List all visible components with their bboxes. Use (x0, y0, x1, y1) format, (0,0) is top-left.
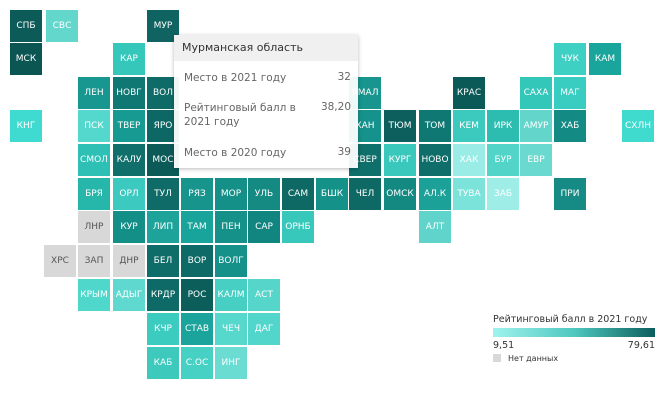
region-tile[interactable]: ЧУК (554, 43, 586, 75)
region-tile[interactable]: БУР (487, 144, 519, 176)
region-tile[interactable]: КЧР (147, 313, 179, 345)
region-tile[interactable]: ДНР (113, 245, 145, 277)
legend: Рейтинговый балл в 2021 году 9,51 79,61 … (493, 314, 655, 374)
region-tile[interactable]: ТОМ (419, 110, 451, 142)
region-tile[interactable]: ТАМ (181, 211, 213, 243)
region-tile[interactable]: АЛ.К (419, 178, 451, 210)
region-tile[interactable]: НОВО (419, 144, 451, 176)
region-tile[interactable]: ХРС (44, 245, 76, 277)
region-tile[interactable]: МАГ (554, 77, 586, 109)
region-tile[interactable]: ЛИП (147, 211, 179, 243)
tooltip-row-value: 39 (337, 146, 351, 158)
region-tile[interactable]: СТАВ (181, 313, 213, 345)
legend-gradient-bar (493, 328, 655, 337)
region-tile[interactable]: С.ОС (181, 347, 213, 379)
tooltip-row-label: Рейтинговый балл в 2021 году (184, 102, 296, 128)
legend-min-value: 9,51 (493, 340, 515, 351)
region-tile[interactable]: БЕЛ (147, 245, 179, 277)
region-tile[interactable]: ЯРО (147, 110, 179, 142)
region-tile[interactable]: УЛЬ (248, 178, 280, 210)
region-tile[interactable]: АЛТ (419, 211, 451, 243)
tooltip-row-place-2020: Место в 2020 году 39 (184, 146, 351, 162)
region-tile[interactable]: КАБ (147, 347, 179, 379)
tooltip-row-label: Место в 2020 году (184, 147, 287, 159)
region-tile[interactable]: ЧЕЧ (215, 313, 247, 345)
region-tile[interactable]: ХАК (453, 144, 485, 176)
region-tile[interactable]: КРЫМ (78, 279, 110, 311)
legend-title: Рейтинговый балл в 2021 году (493, 314, 648, 325)
region-tile[interactable]: АСТ (248, 279, 280, 311)
region-tile[interactable]: МУР (147, 10, 179, 42)
region-tile[interactable]: РЯЗ (181, 178, 213, 210)
region-tile[interactable]: ОРНБ (282, 211, 314, 243)
region-tile[interactable]: СМОЛ (78, 144, 110, 176)
region-tile[interactable]: ТУВА (453, 178, 485, 210)
region-tooltip: Мурманская область Место в 2021 году 32 … (174, 35, 358, 168)
region-tile[interactable]: РОС (181, 279, 213, 311)
region-tile[interactable]: СХЛН (622, 110, 654, 142)
region-tile[interactable]: БРЯ (78, 178, 110, 210)
region-tile[interactable]: ПРИ (554, 178, 586, 210)
region-tile[interactable]: ОМСК (384, 178, 416, 210)
legend-nodata-label: Нет данных (508, 354, 559, 363)
region-tile[interactable]: ПСК (78, 110, 110, 142)
region-tile[interactable]: БШК (316, 178, 348, 210)
region-tile[interactable]: ЛНР (78, 211, 110, 243)
region-tile[interactable]: ЗАБ (487, 178, 519, 210)
region-tile[interactable]: ИРК (487, 110, 519, 142)
region-tile[interactable]: КАМ (589, 43, 621, 75)
tooltip-row-score-2021: Рейтинговый балл в 2021 году 38,20 (184, 101, 351, 131)
region-tile[interactable]: САХА (520, 77, 552, 109)
region-tile[interactable]: ТУЛ (147, 178, 179, 210)
region-tile[interactable]: НОВГ (113, 77, 145, 109)
region-tile[interactable]: ДАГ (248, 313, 280, 345)
region-tile[interactable]: КАЛУ (113, 144, 145, 176)
tooltip-row-value: 38,20 (320, 101, 351, 113)
region-tile[interactable]: АДЫГ (113, 279, 145, 311)
region-tile[interactable]: ВОЛ (147, 77, 179, 109)
region-tile[interactable]: ВОР (181, 245, 213, 277)
region-tile[interactable]: ПЕН (215, 211, 247, 243)
region-tile[interactable]: МОР (215, 178, 247, 210)
region-tile[interactable]: ЕВР (520, 144, 552, 176)
region-tile[interactable]: КРАС (453, 77, 485, 109)
region-tile[interactable]: МСК (10, 43, 42, 75)
region-tile[interactable]: МОС (147, 144, 179, 176)
tooltip-row-label: Место в 2021 году (184, 72, 287, 84)
legend-max-value: 79,61 (627, 340, 655, 351)
region-tile[interactable]: САМ (282, 178, 314, 210)
legend-nodata-swatch (493, 354, 501, 362)
region-tile[interactable]: ВОЛГ (215, 245, 247, 277)
region-tile[interactable]: КРДР (147, 279, 179, 311)
region-tile[interactable]: КЕМ (453, 110, 485, 142)
region-tile[interactable]: СПБ (10, 10, 42, 42)
tooltip-title: Мурманская область (174, 35, 358, 61)
region-tile[interactable]: ЛЕН (78, 77, 110, 109)
region-tile[interactable]: ЧЕЛ (349, 178, 381, 210)
region-tile[interactable]: ЗАП (78, 245, 110, 277)
region-tile[interactable]: АМУР (520, 110, 552, 142)
region-tile[interactable]: КАЛМ (215, 279, 247, 311)
region-tile[interactable]: ИНГ (215, 347, 247, 379)
region-tile[interactable]: КУРГ (384, 144, 416, 176)
region-tile[interactable]: СВС (46, 10, 78, 42)
region-tile[interactable]: ХАБ (554, 110, 586, 142)
region-tile[interactable]: КАР (113, 43, 145, 75)
region-tile[interactable]: ОРЛ (113, 178, 145, 210)
tooltip-row-place-2021: Место в 2021 году 32 (184, 71, 351, 87)
region-tile[interactable]: ТЮМ (384, 110, 416, 142)
region-tile[interactable]: ТВЕР (113, 110, 145, 142)
region-tile[interactable]: САР (248, 211, 280, 243)
region-tile[interactable]: КНГ (10, 110, 42, 142)
tooltip-row-value: 32 (337, 71, 351, 83)
region-tile[interactable]: КУР (113, 211, 145, 243)
